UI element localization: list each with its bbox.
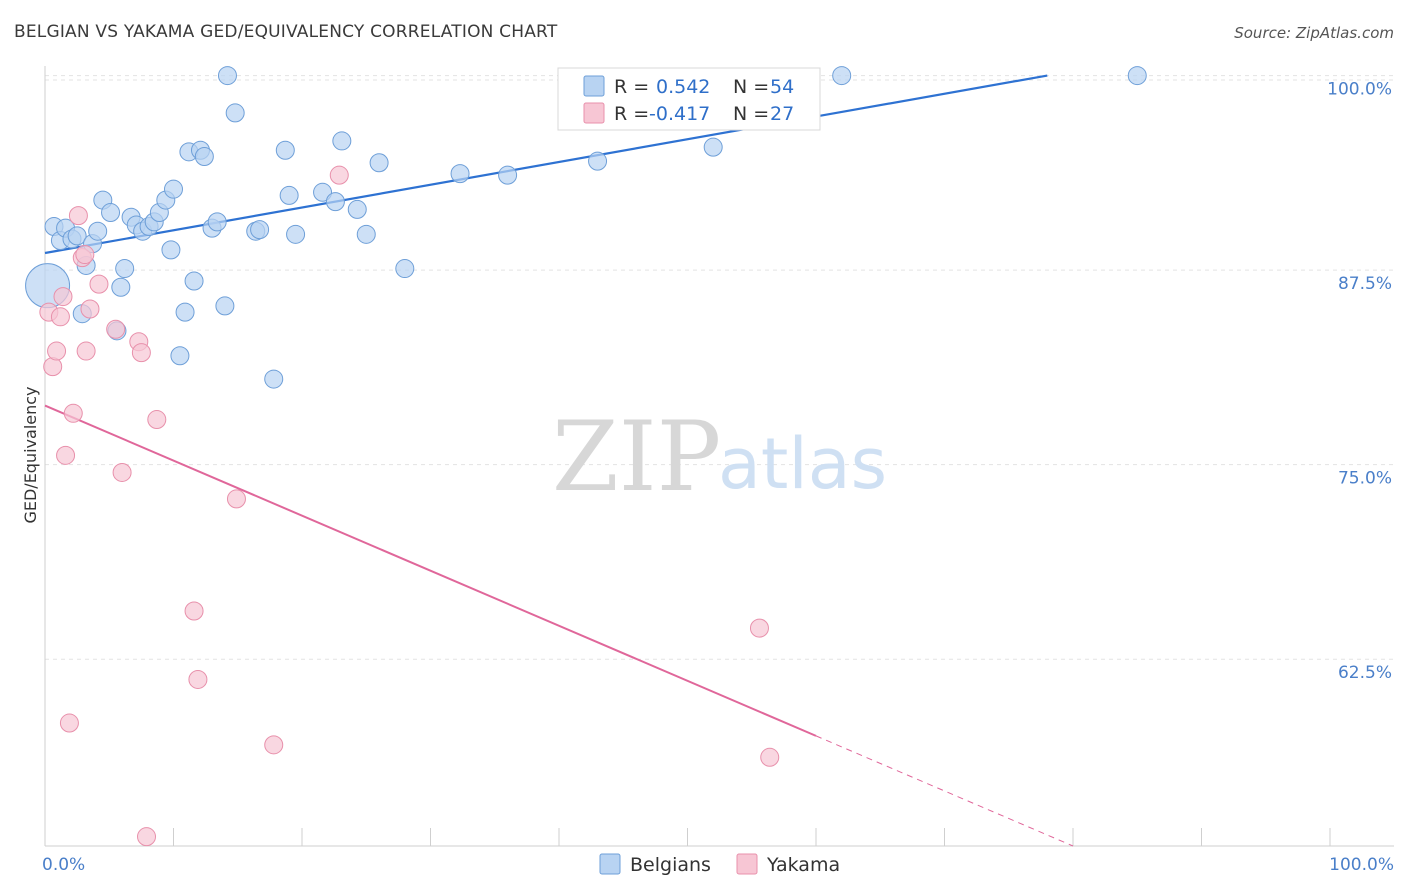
belgian-point — [832, 66, 852, 86]
belgian-point — [67, 226, 87, 246]
bottom-legend-belgians: Belgians — [630, 854, 711, 876]
belgian-point — [101, 203, 121, 223]
yakama-point — [184, 601, 204, 621]
trend-line-yakama — [44, 404, 817, 737]
yakama-point — [749, 618, 769, 638]
y-tick-label: 100.0% — [1327, 80, 1392, 100]
yakama-point — [188, 669, 208, 689]
yakama-point — [56, 445, 76, 465]
belgian-point — [347, 199, 367, 219]
data-points — [25, 66, 1147, 847]
legend-box: R = 0.542 N = 54 R = -0.417 N = 27 — [557, 67, 821, 131]
yakama-point — [264, 735, 284, 755]
belgian-point — [88, 221, 108, 241]
belgian-point — [703, 137, 723, 157]
yakama-point — [63, 403, 83, 423]
bottom-legend-swatch-belgians — [599, 853, 621, 875]
yakama-point — [147, 410, 167, 430]
belgian-point — [450, 164, 470, 184]
belgian-point — [250, 220, 270, 240]
belgian-point — [325, 192, 345, 212]
yakama-point — [50, 307, 70, 327]
yakama-point — [75, 245, 95, 265]
yakama-point — [89, 274, 109, 294]
belgian-point — [207, 212, 227, 232]
trend-line-belgians — [44, 74, 1048, 255]
legend-n-label-2: N = — [733, 103, 769, 125]
yakama-point — [112, 462, 132, 482]
legend-r-label-1: R = — [614, 76, 649, 98]
legend-r-label-2: R = — [614, 103, 649, 125]
belgian-point — [184, 271, 204, 291]
yakama-point — [47, 341, 67, 361]
belgian-point — [170, 346, 190, 366]
bottom-legend-yakama: Yakama — [766, 854, 840, 876]
x-tick-label-min: 0.0% — [42, 855, 85, 875]
yakama-point — [226, 489, 246, 509]
x-tick-label-max: 100.0% — [1329, 855, 1394, 875]
bottom-legend-swatch-yakama — [736, 853, 758, 875]
belgian-point — [369, 153, 389, 173]
yakama-point — [68, 206, 88, 226]
y-axis-label: GED/Equivalency — [21, 386, 40, 523]
belgian-point — [164, 179, 183, 199]
legend-r-value-1: 0.542 — [656, 76, 710, 98]
legend-swatch-yakama — [583, 102, 605, 124]
legend-n-label-1: N = — [733, 76, 769, 98]
belgian-point — [356, 224, 376, 244]
belgian-point — [115, 259, 135, 279]
axes — [44, 66, 1394, 847]
belgian-point — [313, 182, 333, 202]
watermark-atlas: atlas — [718, 423, 887, 505]
yakama-point — [106, 319, 126, 339]
belgian-point — [215, 296, 235, 316]
belgian-point — [217, 66, 237, 86]
trend-line-dashed-yakama — [815, 735, 1074, 847]
yakama-point — [131, 343, 151, 363]
belgian-point — [194, 146, 214, 166]
belgian-point — [332, 131, 352, 151]
belgian-point — [111, 277, 131, 297]
belgian-point — [395, 259, 415, 279]
watermark-zip: ZIP — [552, 401, 721, 513]
chart-title: BELGIAN VS YAKAMA GED/EQUIVALENCY CORREL… — [14, 22, 558, 42]
yakama-point — [329, 165, 349, 185]
yakama-point — [760, 747, 780, 767]
legend-n-value-1: 54 — [770, 76, 794, 98]
grid-lines — [45, 75, 1394, 660]
belgian-point — [161, 240, 181, 260]
y-tick-label: 87.5% — [1338, 274, 1392, 294]
legend-swatch-belgians — [583, 75, 605, 97]
belgian-point — [175, 302, 195, 322]
yakama-point — [137, 827, 157, 847]
belgian-point — [286, 224, 306, 244]
y-tick-label: 62.5% — [1338, 663, 1392, 683]
yakama-point — [53, 287, 73, 307]
y-tick-label: 75.0% — [1338, 469, 1392, 489]
legend-r-value-2: -0.417 — [649, 103, 710, 125]
watermark: ZIP atlas — [552, 401, 887, 513]
belgian-point — [225, 103, 245, 123]
yakama-point — [59, 713, 79, 733]
bottom-legend: Belgians Yakama — [599, 853, 840, 876]
belgian-point — [1127, 66, 1147, 86]
belgian-point — [588, 151, 608, 171]
legend-n-value-2: 27 — [770, 103, 794, 125]
belgian-point — [275, 140, 295, 160]
belgian-point — [279, 185, 299, 205]
yakama-point — [80, 299, 100, 319]
source-label: Source: ZipAtlas.com — [1234, 24, 1394, 42]
belgian-point — [498, 165, 518, 185]
tick-labels: 62.5% 75.0% 87.5% 100.0% 0.0% 100.0% — [42, 80, 1394, 875]
yakama-point — [43, 357, 63, 377]
belgian-point — [264, 369, 284, 389]
yakama-point — [76, 341, 96, 361]
